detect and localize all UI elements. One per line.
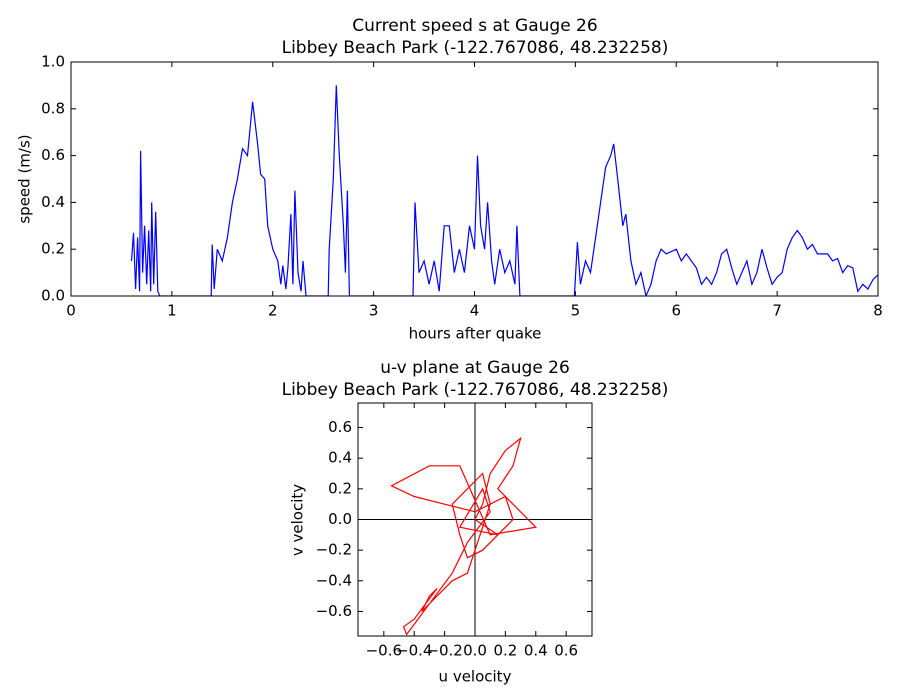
y-tick-label: −0.6 <box>316 602 352 620</box>
y-axis-label: v velocity <box>289 484 307 556</box>
y-tick-label: 0.4 <box>41 193 65 211</box>
x-tick-label: 3 <box>369 302 379 320</box>
y-tick-label: 0.2 <box>328 479 352 497</box>
y-axis-label: speed (m/s) <box>16 134 34 223</box>
data-line <box>130 85 878 296</box>
x-tick-label: 0.4 <box>524 642 548 660</box>
x-tick-label: 4 <box>470 302 480 320</box>
x-tick-label: 6 <box>671 302 681 320</box>
chart-title: Current speed s at Gauge 26 <box>352 16 597 36</box>
x-tick-label: 0.0 <box>463 642 487 660</box>
x-tick-label: −0.2 <box>426 642 462 660</box>
x-tick-label: 8 <box>873 302 883 320</box>
x-tick-label: 1 <box>167 302 177 320</box>
plot-area <box>390 436 538 636</box>
y-tick-label: −0.2 <box>316 541 352 559</box>
x-tick-label: 5 <box>571 302 581 320</box>
chart-subtitle: Libbey Beach Park (-122.767086, 48.23225… <box>282 380 669 400</box>
y-tick-label: 0.6 <box>41 146 65 164</box>
chart-title: u-v plane at Gauge 26 <box>380 358 570 378</box>
y-tick-label: 1.0 <box>41 53 65 71</box>
chart-subtitle: Libbey Beach Park (-122.767086, 48.23225… <box>282 38 669 58</box>
x-tick-label: 0.2 <box>493 642 517 660</box>
x-tick-label: −0.4 <box>396 642 432 660</box>
y-tick-label: 0.8 <box>41 99 65 117</box>
plot-frame <box>70 61 879 297</box>
y-tick-label: 0.4 <box>328 449 352 467</box>
y-tick-label: −0.4 <box>316 571 352 589</box>
y-tick-label: 0.6 <box>328 418 352 436</box>
y-tick-label: 0.0 <box>328 510 352 528</box>
plot-area <box>130 85 878 296</box>
x-tick-label: 7 <box>772 302 782 320</box>
data-line <box>390 436 538 636</box>
x-axis-label: u velocity <box>439 668 512 686</box>
x-tick-label: 0 <box>66 302 76 320</box>
x-tick-label: 0.6 <box>554 642 578 660</box>
y-tick-label: 0.2 <box>41 240 65 258</box>
x-axis-label: hours after quake <box>409 325 542 343</box>
plot-frame <box>357 402 593 637</box>
x-tick-label: 2 <box>268 302 278 320</box>
x-tick-label: −0.6 <box>366 642 402 660</box>
y-tick-label: 0.0 <box>41 287 65 305</box>
